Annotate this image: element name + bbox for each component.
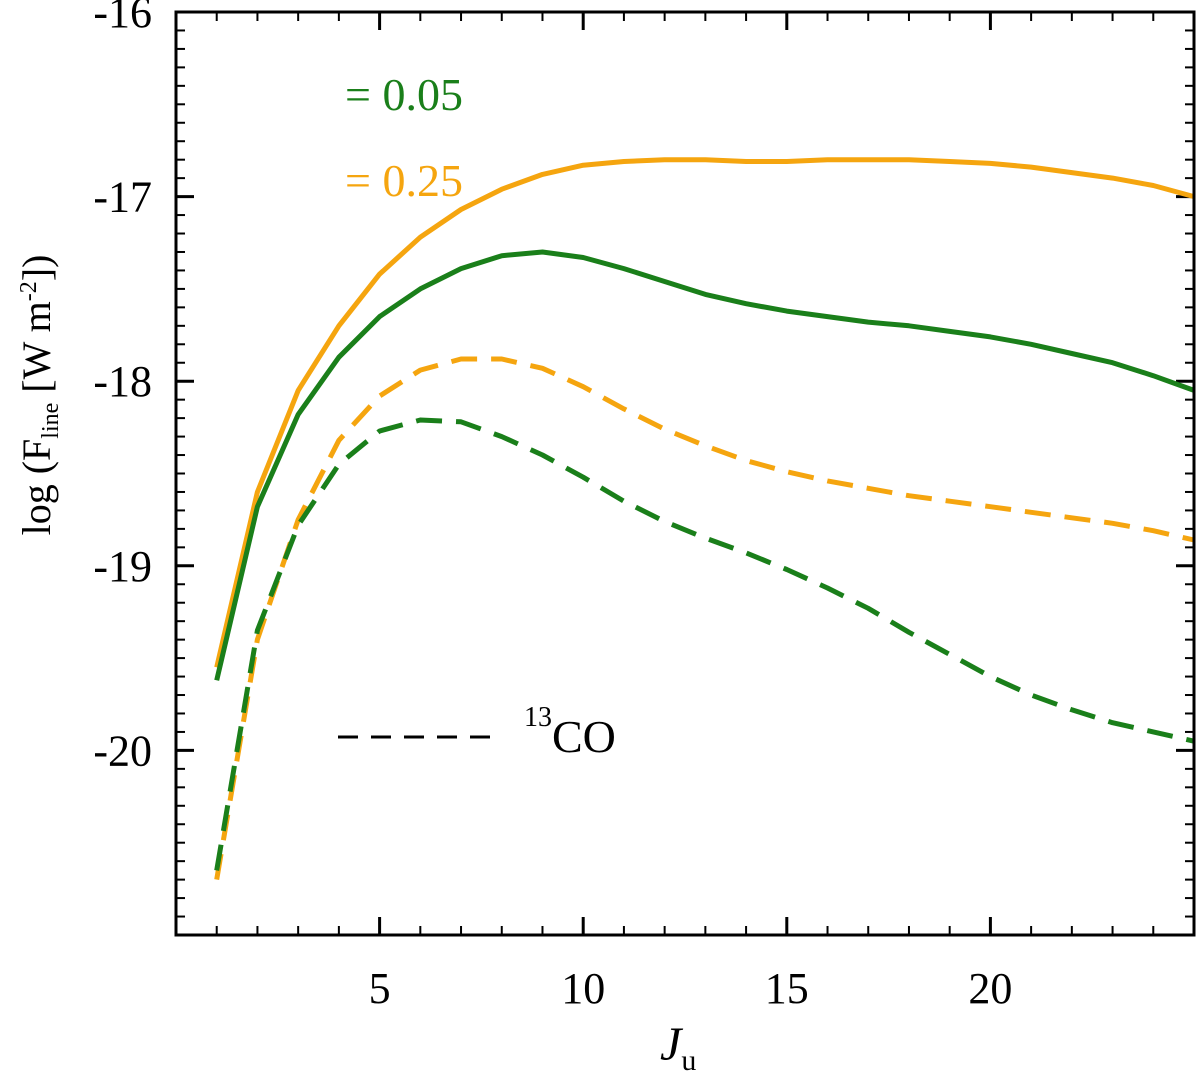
y-axis-label-prefix: log (F [14, 439, 59, 536]
x-tick-label: 5 [369, 964, 391, 1013]
y-tick-label: -16 [93, 0, 152, 37]
series-line-dashed-green [214, 417, 1195, 871]
tick-labels: 5 10 15 20 -20 -19 -18 -17 -16 [93, 0, 1012, 1013]
y-axis-label-suffix: ]) [14, 255, 59, 282]
y-tick-label: -20 [93, 726, 152, 775]
y-axis-label-mid: [W m [14, 301, 59, 402]
plot-frame [174, 10, 1196, 937]
y-tick-label: -17 [93, 173, 152, 222]
legend-dashed-sup: 13 [524, 702, 552, 733]
major-ticks [176, 10, 1194, 935]
x-tick-label: 15 [765, 964, 809, 1013]
legend-dashed-text: CO [552, 711, 616, 762]
y-axis-label: log (Fline [W m-2]) [14, 255, 64, 536]
x-axis-label-main: J [660, 1018, 684, 1071]
legend-label-green: = 0.05 [345, 69, 463, 120]
series-line-dashed-orange [214, 356, 1195, 881]
x-tick-label: 10 [561, 964, 605, 1013]
y-axis-label-sup: -2 [16, 281, 42, 301]
y-tick-label: -19 [93, 542, 152, 591]
legend-dashed-label: 13CO [524, 702, 616, 762]
x-axis-label-sub: u [681, 1044, 696, 1073]
x-tick-label: 20 [968, 964, 1012, 1013]
y-axis-label-sub: line [38, 403, 64, 439]
series-group [214, 157, 1195, 881]
series-line-solid-orange [214, 157, 1195, 668]
minor-ticks [176, 12, 1194, 935]
legend-label-orange: = 0.25 [345, 155, 463, 206]
series-line-solid-green [214, 249, 1195, 681]
y-tick-label: -18 [93, 357, 152, 406]
x-axis-label: Ju [660, 1018, 696, 1073]
